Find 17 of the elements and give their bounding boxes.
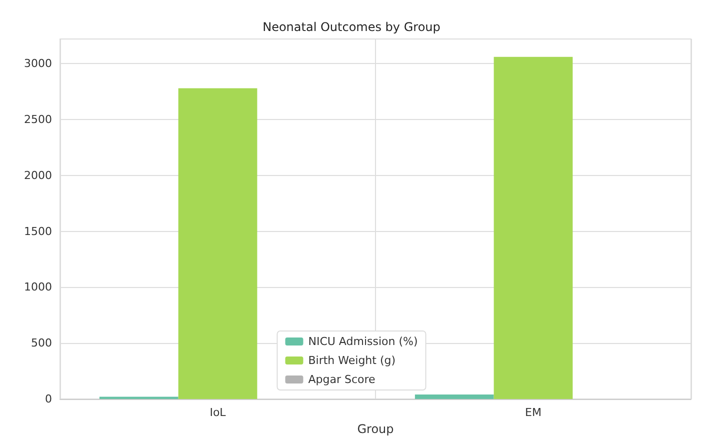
bar [414,394,494,399]
x-tick-label: EM [525,406,542,419]
bar [178,88,258,399]
x-tick-label: IoL [210,406,227,419]
legend-label: NICU Admission (%) [308,335,418,348]
y-tick-label: 1000 [24,280,52,294]
legend-label: Apgar Score [308,373,376,386]
y-tick-label: 1500 [24,224,52,238]
legend-label: Birth Weight (g) [308,354,396,367]
y-tick-label: 500 [31,336,52,350]
x-axis-title: Group [357,422,394,436]
y-tick-label: 2000 [24,168,52,182]
chart-title: Neonatal Outcomes by Group [262,20,440,34]
y-tick-label: 2500 [24,112,52,126]
bar [494,56,573,399]
y-tick-label: 0 [45,392,52,406]
y-tick-label: 3000 [24,57,52,70]
